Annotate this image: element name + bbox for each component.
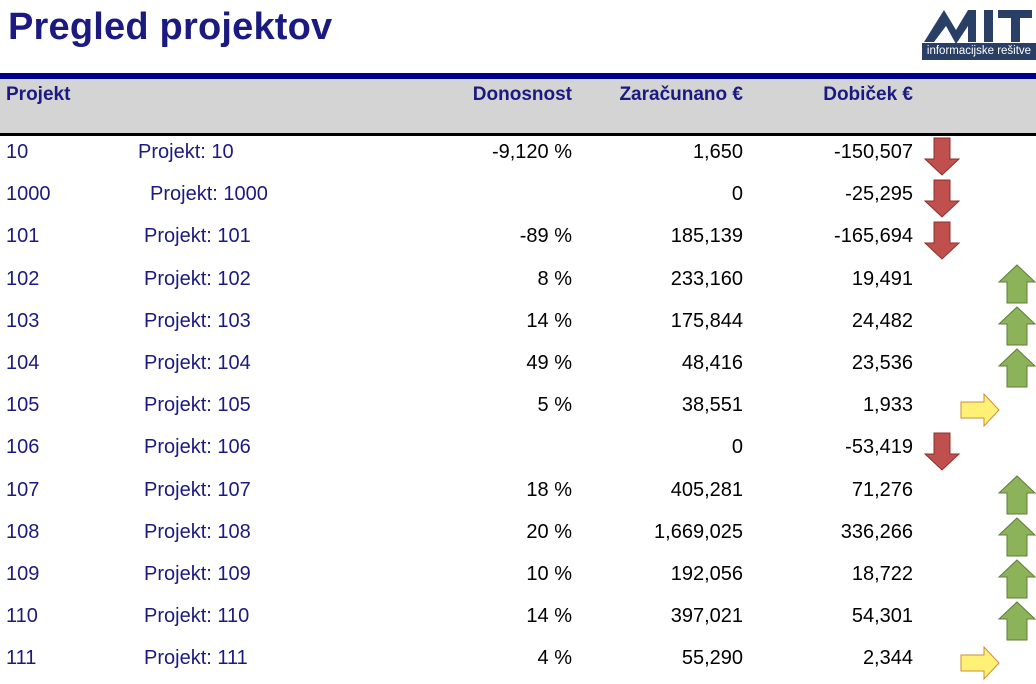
project-name-cell: Projekt: 103 — [144, 309, 251, 332]
profitability-cell: 20 % — [526, 520, 572, 543]
project-name-cell: Projekt: 105 — [144, 394, 251, 417]
table-row: 111 Projekt: 111 4 % 55,290 2,344 — [0, 642, 1036, 684]
profitability-cell: 14 % — [526, 605, 572, 628]
profitability-cell: 4 % — [537, 647, 572, 670]
profitability-cell: 8 % — [537, 267, 572, 290]
table-row: 108 Projekt: 108 20 % 1,669,025 336,266 — [0, 516, 1036, 558]
profit-cell: 24,482 — [851, 309, 913, 332]
profitability-cell: 5 % — [537, 394, 572, 417]
table-row: 105 Projekt: 105 5 % 38,551 1,933 — [0, 389, 1036, 431]
profit-cell: 71,276 — [851, 478, 913, 501]
project-id-cell: 10 — [6, 141, 29, 163]
right-arrow-icon — [960, 646, 1000, 681]
project-id-cell: 104 — [6, 352, 40, 374]
profitability-cell: 18 % — [526, 478, 572, 501]
up-arrow-icon — [998, 263, 1036, 304]
project-id-cell: 105 — [6, 394, 40, 417]
profitability-cell: -89 % — [519, 225, 572, 248]
project-id-cell: 110 — [6, 605, 38, 628]
invoiced-cell: 175,844 — [670, 309, 743, 332]
project-name-cell: Projekt: 102 — [144, 267, 251, 290]
logo-mark — [924, 10, 1032, 44]
invoiced-cell: 185,139 — [670, 225, 743, 248]
profit-cell: 54,301 — [851, 605, 913, 628]
project-name-cell: Projekt: 101 — [144, 225, 251, 248]
invoiced-cell: 48,416 — [681, 352, 743, 374]
invoiced-cell: 192,056 — [670, 563, 743, 585]
project-id-cell: 101 — [6, 225, 40, 248]
up-arrow-icon — [998, 348, 1036, 388]
project-name-cell: Projekt: 10 — [138, 141, 234, 163]
profit-cell: -165,694 — [834, 225, 913, 248]
right-arrow-icon — [960, 392, 1000, 428]
profit-cell: 18,722 — [851, 563, 913, 585]
profit-cell: 23,536 — [851, 352, 913, 374]
invoiced-cell: 38,551 — [681, 394, 743, 417]
header-project: Projekt — [6, 84, 71, 105]
project-id-cell: 102 — [6, 267, 40, 290]
project-id-cell: 107 — [6, 478, 40, 501]
table-row: 103 Projekt: 103 14 % 175,844 24,482 — [0, 305, 1036, 347]
profitability-cell: 10 % — [526, 563, 572, 585]
up-arrow-icon — [998, 474, 1036, 515]
project-id-cell: 109 — [6, 563, 40, 585]
profit-cell: -25,295 — [845, 183, 913, 206]
project-id-cell: 1000 — [6, 183, 51, 206]
page-title: Pregled projektov — [8, 6, 333, 48]
down-arrow-icon — [924, 221, 960, 261]
project-name-cell: Projekt: 111 — [144, 647, 248, 670]
table-row: 104 Projekt: 104 49 % 48,416 23,536 — [0, 347, 1036, 389]
table-row: 101 Projekt: 101 -89 % 185,139 -165,694 — [0, 220, 1036, 262]
invoiced-cell: 0 — [731, 183, 743, 206]
invoiced-cell: 405,281 — [670, 478, 743, 501]
table-row: 106 Projekt: 106 0 -53,419 — [0, 431, 1036, 473]
profit-cell: 19,491 — [851, 267, 913, 290]
project-name-cell: Projekt: 1000 — [150, 183, 268, 206]
profitability-cell: -9,120 % — [491, 141, 572, 163]
table-row: 107 Projekt: 107 18 % 405,281 71,276 — [0, 474, 1036, 516]
profit-cell: 2,344 — [862, 647, 913, 670]
table-row: 109 Projekt: 109 10 % 192,056 18,722 — [0, 558, 1036, 600]
invoiced-cell: 233,160 — [670, 267, 743, 290]
invoiced-cell: 1,650 — [692, 141, 743, 163]
up-arrow-icon — [998, 517, 1036, 557]
project-name-cell: Projekt: 104 — [144, 352, 251, 374]
project-name-cell: Projekt: 107 — [144, 478, 251, 501]
profitability-cell: 49 % — [526, 352, 572, 374]
header-invoiced: Zaračunano € — [619, 84, 743, 105]
header-profitability: Donosnost — [472, 84, 572, 105]
invoiced-cell: 397,021 — [670, 605, 743, 628]
profit-cell: 1,933 — [862, 394, 913, 417]
company-logo: informacijske rešitve — [922, 4, 1036, 60]
profitability-cell: 14 % — [526, 309, 572, 332]
profit-cell: -150,507 — [834, 141, 913, 163]
table-row: 1000 Projekt: 1000 0 -25,295 — [0, 178, 1036, 220]
invoiced-cell: 1,669,025 — [654, 520, 743, 543]
project-name-cell: Projekt: 110 — [144, 605, 250, 628]
table-row: 10 Projekt: 10 -9,120 % 1,650 -150,507 — [0, 136, 1036, 178]
title-rule — [0, 73, 1036, 79]
header-profit: Dobiček € — [823, 84, 913, 105]
table-row: 110 Projekt: 110 14 % 397,021 54,301 — [0, 600, 1036, 642]
profit-cell: 336,266 — [840, 520, 913, 543]
project-id-cell: 108 — [6, 520, 40, 543]
table-row: 102 Projekt: 102 8 % 233,160 19,491 — [0, 263, 1036, 305]
profit-cell: -53,419 — [845, 436, 913, 459]
invoiced-cell: 55,290 — [681, 647, 743, 670]
table-header — [0, 79, 1036, 136]
project-id-cell: 111 — [6, 647, 37, 670]
invoiced-cell: 0 — [731, 436, 743, 459]
logo-subtitle: informacijske rešitve — [922, 43, 1036, 60]
project-id-cell: 103 — [6, 309, 40, 332]
down-arrow-icon — [924, 137, 960, 176]
project-name-cell: Projekt: 108 — [144, 520, 251, 543]
project-name-cell: Projekt: 109 — [144, 563, 251, 585]
up-arrow-icon — [998, 601, 1036, 641]
project-name-cell: Projekt: 106 — [144, 436, 251, 459]
up-arrow-icon — [998, 306, 1036, 346]
down-arrow-icon — [924, 179, 960, 218]
up-arrow-icon — [998, 559, 1036, 599]
project-id-cell: 106 — [6, 436, 40, 459]
down-arrow-icon — [924, 432, 960, 472]
